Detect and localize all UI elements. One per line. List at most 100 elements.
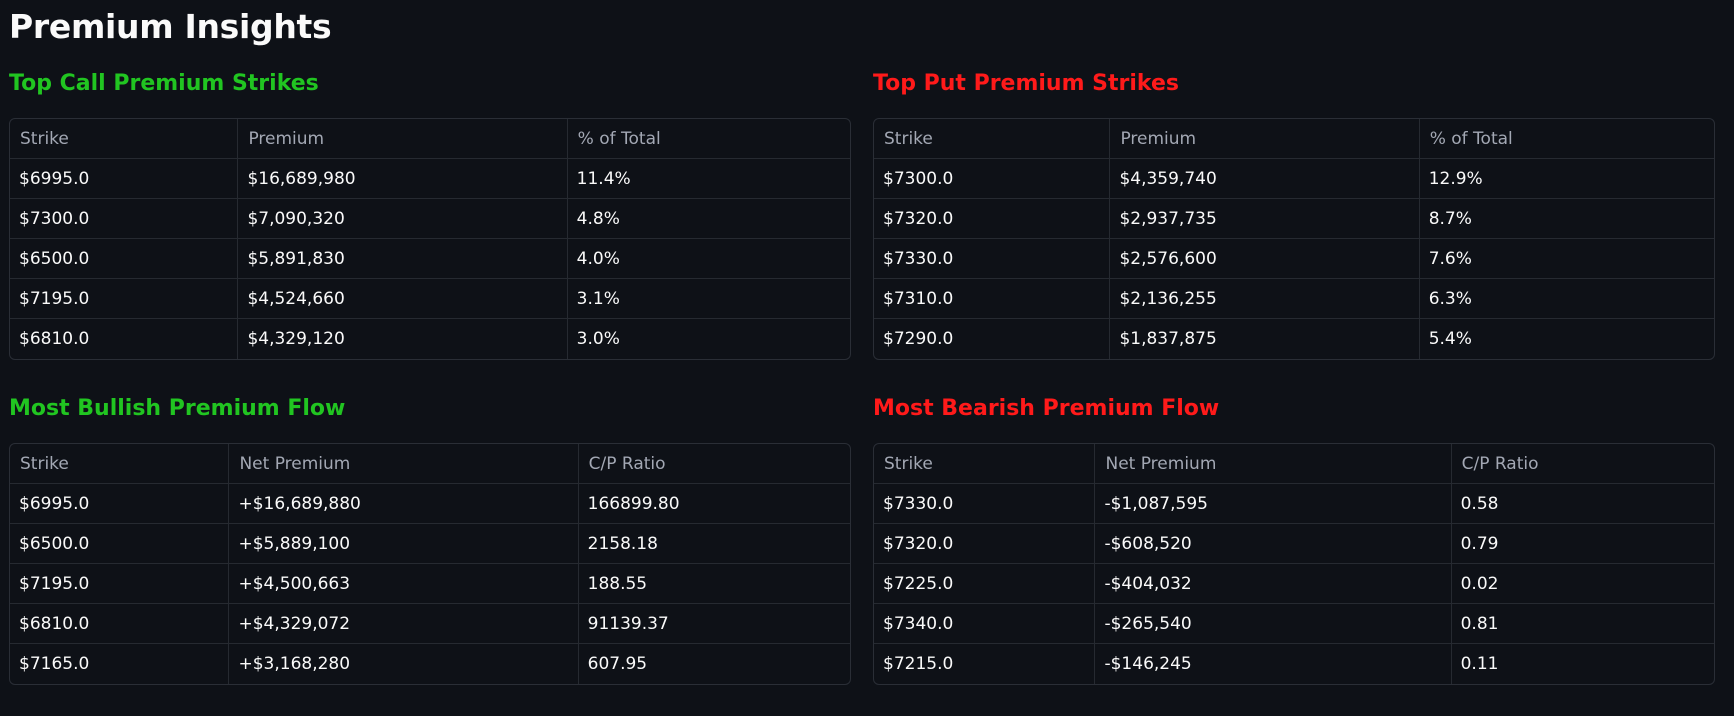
top-put-section: Top Put Premium Strikes Strike Premium %… <box>873 70 1715 360</box>
cp-ratio-cell: 0.81 <box>1451 604 1714 644</box>
strike-cell: $7320.0 <box>874 199 1111 239</box>
cp-ratio-cell: 2158.18 <box>578 524 850 564</box>
strike-cell: $7330.0 <box>874 239 1111 279</box>
strike-cell: $7320.0 <box>874 524 1096 564</box>
column-header-premium[interactable]: Premium <box>238 119 568 159</box>
table-row: $7165.0 +$3,168,280 607.95 <box>10 644 850 684</box>
top-call-section: Top Call Premium Strikes Strike Premium … <box>9 70 851 360</box>
table-row: $7310.0 $2,136,255 6.3% <box>874 279 1714 319</box>
cp-ratio-cell: 91139.37 <box>578 604 850 644</box>
bullish-flow-table: Strike Net Premium C/P Ratio $6995.0 +$16… <box>9 443 851 685</box>
strike-cell: $6995.0 <box>10 484 230 524</box>
table-row: $6500.0 $5,891,830 4.0% <box>10 239 850 279</box>
pct-total-cell: 8.7% <box>1419 199 1714 239</box>
net-premium-cell: -$1,087,595 <box>1095 484 1452 524</box>
table-header-row: Strike Net Premium C/P Ratio <box>10 444 850 484</box>
premium-cell: $4,359,740 <box>1110 159 1420 199</box>
strike-cell: $7300.0 <box>10 199 239 239</box>
pct-total-cell: 5.4% <box>1428 329 1472 349</box>
net-premium-cell: -$404,032 <box>1095 564 1452 604</box>
cp-ratio-cell: 0.58 <box>1451 484 1714 524</box>
table-row: $6500.0 +$5,889,100 2158.18 <box>10 524 850 564</box>
strike-cell: $7195.0 <box>10 279 239 319</box>
strike-cell: $7290.0 <box>874 319 1111 359</box>
premium-cell: $2,937,735 <box>1110 199 1420 239</box>
pct-total-cell: 11.4% <box>567 159 850 199</box>
table-row: $7195.0 $4,524,660 3.1% <box>10 279 850 319</box>
bearish-flow-section: Most Bearish Premium Flow Strike Net Pre… <box>873 395 1715 685</box>
premium-cell: $2,136,255 <box>1110 279 1420 319</box>
table-row: $6995.0 $16,689,980 11.4% <box>10 159 850 199</box>
net-premium-cell: +$4,500,663 <box>229 564 579 604</box>
insights-grid: Top Call Premium Strikes Strike Premium … <box>9 70 1725 716</box>
column-header-strike[interactable]: Strike <box>874 444 1096 484</box>
pct-total-cell: 3.1% <box>567 279 850 319</box>
column-header-net-premium[interactable]: Net Premium <box>229 444 579 484</box>
cp-ratio-cell: 607.95 <box>587 654 648 674</box>
top-call-title: Top Call Premium Strikes <box>9 71 319 96</box>
column-header-strike[interactable]: Strike <box>874 119 1111 159</box>
page-title: Premium Insights <box>9 7 332 46</box>
net-premium-cell: +$4,329,072 <box>229 604 579 644</box>
column-header-premium[interactable]: Premium <box>1110 119 1420 159</box>
pct-total-cell: 3.0% <box>576 329 620 349</box>
column-header-cp-ratio[interactable]: C/P Ratio <box>578 444 850 484</box>
strike-cell: $7330.0 <box>874 484 1096 524</box>
premium-cell: $4,524,660 <box>238 279 568 319</box>
bullish-flow-title: Most Bullish Premium Flow <box>9 396 346 421</box>
column-header-strike[interactable]: Strike <box>10 119 239 159</box>
strike-cell: $7195.0 <box>10 564 230 604</box>
table-row: $7320.0 $2,937,735 8.7% <box>874 199 1714 239</box>
net-premium-cell: +$5,889,100 <box>229 524 579 564</box>
table-header-row: Strike Net Premium C/P Ratio <box>874 444 1714 484</box>
table-row: $7300.0 $7,090,320 4.8% <box>10 199 850 239</box>
table-row: $6995.0 +$16,689,880 166899.80 <box>10 484 850 524</box>
strike-cell: $6500.0 <box>10 239 239 279</box>
table-header-row: Strike Premium % of Total <box>10 119 850 159</box>
column-header-pct-total[interactable]: % of Total <box>1419 119 1714 159</box>
cp-ratio-cell: 166899.80 <box>578 484 850 524</box>
column-header-pct-total[interactable]: % of Total <box>567 119 850 159</box>
table-row: $7300.0 $4,359,740 12.9% <box>874 159 1714 199</box>
top-put-table: Strike Premium % of Total $7300.0 $4,359,… <box>873 118 1715 360</box>
strike-cell: $6810.0 <box>10 319 239 359</box>
strike-cell: $7340.0 <box>874 604 1096 644</box>
table-header-row: Strike Premium % of Total <box>874 119 1714 159</box>
pct-total-cell: 7.6% <box>1419 239 1714 279</box>
pct-total-cell: 4.0% <box>567 239 850 279</box>
top-call-table: Strike Premium % of Total $6995.0 $16,689… <box>9 118 851 360</box>
bearish-flow-table: Strike Net Premium C/P Ratio $7330.0 -$1,… <box>873 443 1715 685</box>
column-header-cp-ratio[interactable]: C/P Ratio <box>1451 444 1714 484</box>
premium-cell: $16,689,980 <box>238 159 568 199</box>
strike-cell: $7225.0 <box>874 564 1096 604</box>
cp-ratio-cell: 0.11 <box>1460 654 1499 674</box>
table-row: $7215.0 -$146,245 0.11 <box>874 644 1714 684</box>
strike-cell: $6500.0 <box>10 524 230 564</box>
premium-cell: $4,329,120 <box>238 319 568 359</box>
net-premium-cell: +$3,168,280 <box>229 644 579 684</box>
net-premium-cell: +$16,689,880 <box>229 484 579 524</box>
top-put-title: Top Put Premium Strikes <box>873 71 1179 96</box>
pct-total-cell: 12.9% <box>1419 159 1714 199</box>
net-premium-cell: -$146,245 <box>1095 644 1452 684</box>
table-row: $7195.0 +$4,500,663 188.55 <box>10 564 850 604</box>
table-row: $6810.0 $4,329,120 3.0% <box>10 319 850 359</box>
pct-total-cell: 4.8% <box>567 199 850 239</box>
premium-cell: $1,837,875 <box>1110 319 1420 359</box>
cp-ratio-cell: 188.55 <box>578 564 850 604</box>
column-header-net-premium[interactable]: Net Premium <box>1095 444 1452 484</box>
net-premium-cell: -$265,540 <box>1095 604 1452 644</box>
strike-cell: $6995.0 <box>10 159 239 199</box>
cp-ratio-cell: 0.79 <box>1451 524 1714 564</box>
table-row: $7225.0 -$404,032 0.02 <box>874 564 1714 604</box>
strike-cell: $7310.0 <box>874 279 1111 319</box>
premium-cell: $5,891,830 <box>238 239 568 279</box>
strike-cell: $7300.0 <box>874 159 1111 199</box>
cp-ratio-cell: 0.02 <box>1451 564 1714 604</box>
table-row: $7340.0 -$265,540 0.81 <box>874 604 1714 644</box>
table-row: $7330.0 $2,576,600 7.6% <box>874 239 1714 279</box>
strike-cell: $7165.0 <box>10 644 230 684</box>
column-header-strike[interactable]: Strike <box>10 444 230 484</box>
table-row: $7290.0 $1,837,875 5.4% <box>874 319 1714 359</box>
